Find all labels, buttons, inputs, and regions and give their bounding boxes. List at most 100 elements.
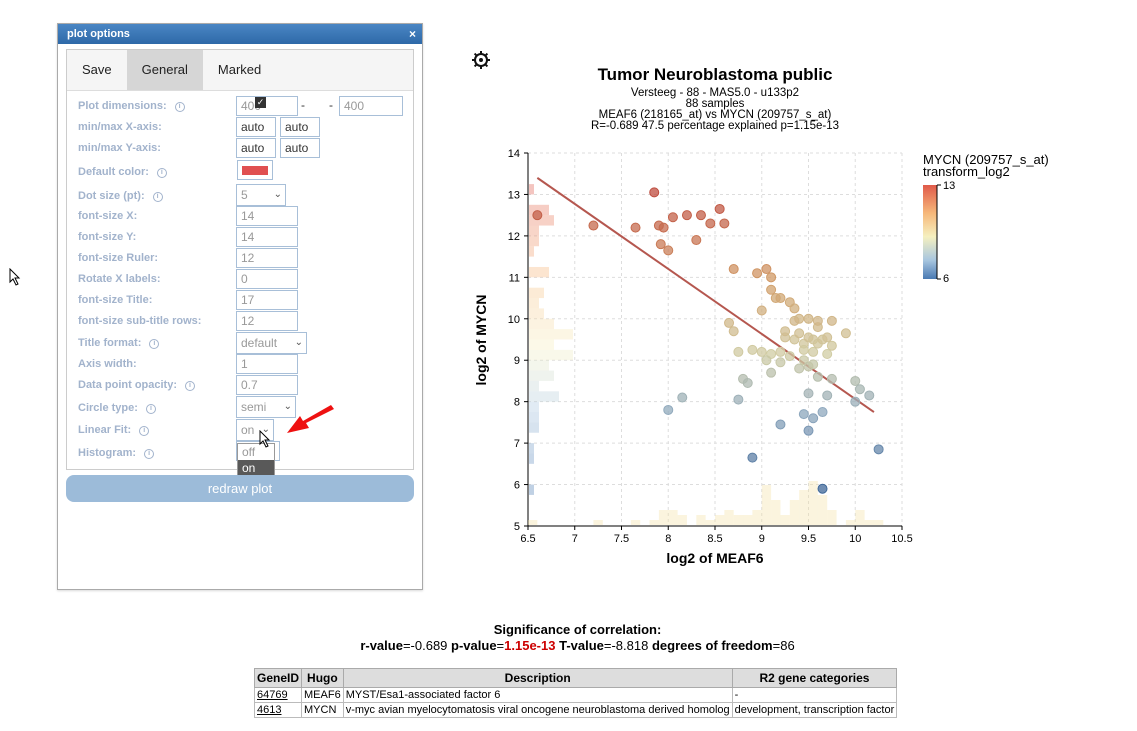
data-point: [822, 332, 833, 343]
tab-marked[interactable]: Marked: [217, 62, 262, 77]
option-label-text: font-size Title:: [78, 294, 153, 306]
data-point: [742, 378, 753, 389]
plot-height-input[interactable]: 400: [339, 96, 403, 116]
option-label-text: Histogram:: [78, 447, 137, 459]
data-point: [794, 328, 805, 339]
x-histogram-bar: [827, 510, 837, 525]
dimension-dash: -: [301, 98, 305, 112]
x-tick-label: 8: [665, 533, 671, 545]
data-point: [663, 404, 674, 415]
info-icon[interactable]: i: [156, 168, 167, 178]
option-label-text: Title format:: [78, 337, 142, 349]
data-point: [850, 375, 861, 386]
y-histogram-bar: [529, 391, 559, 402]
mouse-cursor-icon: [259, 430, 271, 448]
info-icon[interactable]: i: [139, 426, 150, 436]
y-histogram-bar: [529, 287, 544, 299]
header-hugo: Hugo: [301, 668, 344, 688]
x-histogram-bar: [630, 520, 641, 525]
y-tick-label: 13: [508, 189, 520, 201]
data-point: [775, 357, 786, 368]
chevron-down-icon: ⌄: [273, 189, 282, 200]
x-max-input[interactable]: auto: [280, 117, 320, 137]
chart-subtitle-4: R=-0.689 47.5 percentage explained p=1.1…: [591, 120, 839, 132]
x-histogram-bar: [743, 515, 753, 525]
data-point: [798, 409, 809, 420]
data-point: [822, 349, 833, 360]
data-point: [655, 239, 666, 250]
axis-width-input[interactable]: 1: [236, 354, 298, 374]
x-min-input[interactable]: auto: [236, 117, 276, 137]
info-icon[interactable]: i: [152, 192, 163, 202]
data-point: [719, 218, 730, 229]
dropdown-option-on[interactable]: on: [238, 460, 274, 476]
y-min-input[interactable]: auto: [236, 138, 276, 158]
option-label: Plot dimensions: i: [78, 96, 185, 116]
option-label-text: min/max Y-axis:: [78, 142, 161, 154]
default-color-picker[interactable]: [237, 160, 273, 180]
x-tick-label: 8.5: [707, 533, 722, 545]
data-point: [812, 315, 823, 326]
info-icon[interactable]: i: [145, 404, 156, 414]
data-point: [766, 367, 777, 378]
plot-width-input[interactable]: 400: [236, 96, 298, 116]
font-size-subtitle-input[interactable]: 12: [236, 311, 298, 331]
close-icon[interactable]: ×: [408, 27, 416, 41]
info-icon[interactable]: i: [144, 449, 155, 459]
y-histogram-bar: [529, 204, 549, 216]
red-arrow-icon: [287, 405, 334, 433]
chart-title: Tumor Neuroblastoma public: [598, 65, 833, 84]
y-histogram-bar: [529, 453, 534, 464]
font-size-ruler-input[interactable]: 12: [236, 248, 298, 268]
option-label: Data point opacity: i: [78, 375, 196, 395]
data-point: [794, 363, 805, 374]
y-tick-label: 9: [514, 355, 520, 367]
y-histogram-bar: [529, 235, 539, 247]
x-histogram-bar: [733, 515, 744, 525]
lock-ratio-checkbox[interactable]: ✓: [255, 97, 266, 108]
font-size-title-input[interactable]: 17: [236, 290, 298, 310]
data-point: [808, 346, 819, 357]
data-point: [775, 346, 786, 357]
gene-id-link[interactable]: 64769: [257, 689, 288, 701]
mouse-cursor-icon: [9, 268, 21, 286]
x-histogram-bar: [528, 520, 538, 525]
title-format-select[interactable]: default ⌄: [236, 332, 307, 354]
data-point: [724, 317, 735, 328]
colorbar-title: MYCN (209757_s_at): [923, 152, 1049, 167]
circle-type-select[interactable]: semi ⌄: [236, 396, 296, 418]
dropdown-option-off[interactable]: off: [242, 445, 256, 459]
y-max-input[interactable]: auto: [280, 138, 320, 158]
rotate-x-input[interactable]: 0: [236, 269, 298, 289]
data-point: [756, 346, 767, 357]
x-histogram-bar: [808, 481, 818, 525]
redraw-plot-button[interactable]: redraw plot: [66, 475, 414, 502]
y-histogram-bar: [529, 318, 554, 330]
y-tick-label: 5: [514, 521, 520, 533]
data-point: [705, 218, 716, 229]
opacity-input[interactable]: 0.7: [236, 375, 298, 395]
dot-size-select[interactable]: 5 ⌄: [236, 184, 286, 206]
settings-gear-icon[interactable]: [472, 51, 490, 69]
font-size-x-input[interactable]: 14: [236, 206, 298, 226]
option-label: Histogram: i: [78, 443, 155, 463]
font-size-y-input[interactable]: 14: [236, 227, 298, 247]
info-icon[interactable]: i: [149, 339, 160, 349]
t-label: T-value: [559, 638, 604, 653]
table-cell: MEAF6: [301, 687, 344, 703]
tab-save[interactable]: Save: [82, 62, 112, 77]
df-value: =86: [772, 638, 795, 653]
info-icon[interactable]: i: [185, 381, 196, 391]
tab-general[interactable]: General: [126, 50, 203, 90]
x-histogram-bar: [771, 500, 781, 525]
y-histogram-bar: [529, 184, 534, 195]
data-point: [780, 326, 791, 337]
table-cell: development, transcription factor: [731, 702, 898, 718]
gene-id-link[interactable]: 4613: [257, 704, 282, 716]
linear-fit-dropdown: off on: [237, 443, 275, 477]
option-label: Circle type: i: [78, 398, 156, 418]
tab-bar: Save General Marked: [67, 50, 413, 91]
x-tick-label: 9: [759, 533, 765, 545]
data-point: [817, 407, 828, 418]
info-icon[interactable]: i: [174, 102, 185, 112]
